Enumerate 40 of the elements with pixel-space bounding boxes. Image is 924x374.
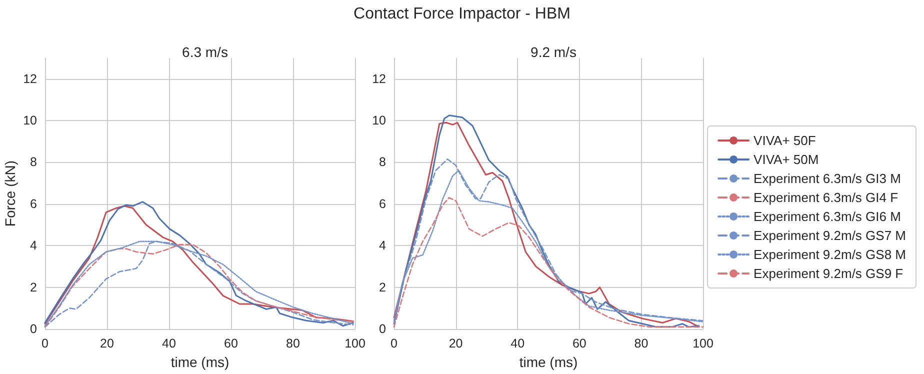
- text: Contact Force Impactor - HBM: [354, 6, 570, 22]
- y-tick-label: 6: [30, 196, 38, 211]
- x-tick-label: 80: [634, 336, 648, 350]
- x-tick-label: 20: [448, 336, 463, 350]
- chart-title: 9.2 m/s: [530, 44, 576, 60]
- x-tick-label: 80: [286, 336, 300, 350]
- x-axis-title: time (ms): [519, 354, 578, 370]
- y-axis-title: Force (kN): [2, 160, 18, 227]
- x-tick-label: 60: [572, 336, 586, 350]
- y-tick-label: 8: [379, 155, 386, 170]
- y-tick-label: 12: [372, 72, 386, 86]
- x-tick-label: 40: [510, 336, 525, 350]
- x-tick-label: 100: [692, 336, 714, 350]
- y-tick-label: 12: [23, 72, 38, 86]
- legend-label: Experiment 9.2m/s GS7 M: [754, 228, 906, 243]
- legend-label: Experiment 9.2m/s GS8 M: [754, 247, 906, 262]
- y-tick-label: 10: [372, 114, 386, 128]
- x-tick-label: 0: [42, 336, 49, 350]
- y-tick-label: 6: [379, 196, 386, 211]
- legend-label: VIVA+ 50M: [754, 152, 819, 167]
- x-tick-label: 0: [390, 336, 398, 350]
- y-tick-label: 2: [379, 280, 386, 294]
- x-tick-label: 40: [162, 336, 176, 350]
- y-tick-label: 0: [30, 322, 38, 336]
- legend-label: Experiment 9.2m/s GS9 F: [754, 266, 904, 281]
- x-tick-label: 100: [344, 336, 366, 350]
- x-tick-label: 60: [224, 336, 238, 350]
- legend-label: Experiment 6.3m/s GI6 M: [754, 209, 901, 224]
- legend-label: VIVA+ 50F: [754, 133, 816, 148]
- y-tick-label: 0: [379, 322, 386, 336]
- legend-label: Experiment 6.3m/s GI3 M: [754, 171, 901, 186]
- y-tick-label: 10: [23, 114, 38, 128]
- y-tick-label: 2: [30, 280, 38, 294]
- y-tick-label: 4: [379, 238, 386, 253]
- chart-title: 6.3 m/s: [182, 44, 228, 60]
- x-tick-label: 20: [100, 336, 114, 350]
- y-tick-label: 8: [30, 155, 38, 170]
- legend-label: Experiment 6.3m/s GI4 F: [754, 190, 898, 205]
- x-axis-title: time (ms): [170, 354, 230, 370]
- y-tick-label: 4: [30, 238, 38, 253]
